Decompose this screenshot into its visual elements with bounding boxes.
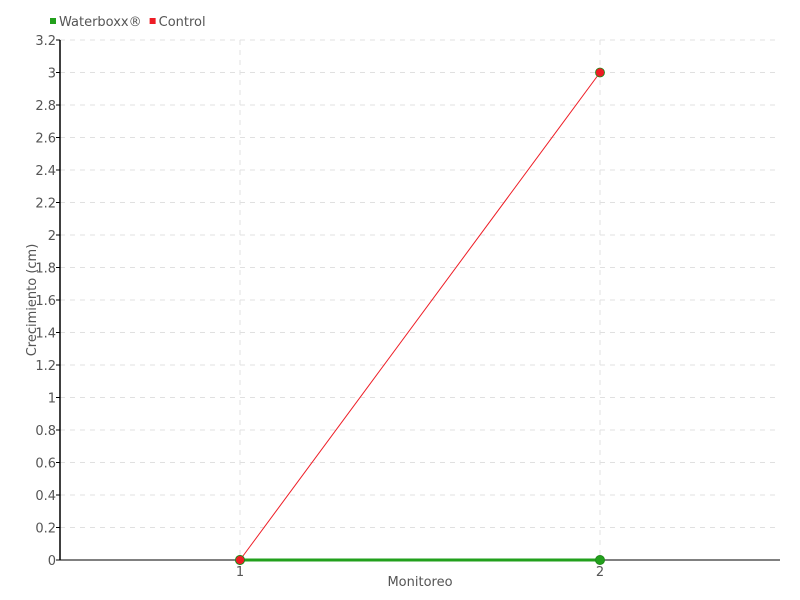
data-point	[235, 555, 245, 565]
legend-label: Control	[159, 15, 206, 30]
y-tick-label: 2.6	[35, 132, 56, 147]
x-axis-label: Monitoreo	[387, 575, 452, 590]
data-point	[595, 67, 605, 78]
y-tick-label: 2.4	[35, 164, 56, 179]
x-tick-label: 1	[236, 565, 244, 580]
y-tick-label: 0.6	[35, 457, 56, 472]
y-tick-label: 0.4	[35, 489, 56, 504]
y-tick-label: 1.4	[35, 327, 56, 342]
data-point	[595, 555, 605, 565]
y-tick-label: 1.6	[35, 294, 56, 309]
y-tick-label: 3.2	[35, 34, 56, 49]
y-tick-label: 2	[48, 229, 56, 244]
axes: 0 0.2 0.4 0.6 0.8 1 1.2 1.4 1.6 1.8 2 2.2 2.4 2.6 2.8 3…	[35, 34, 780, 580]
y-tick-label: 0.8	[35, 424, 56, 439]
series-layer	[235, 67, 605, 565]
legend-swatch	[50, 18, 56, 24]
series-line-control	[239, 72, 601, 561]
y-tick-label: 2.8	[35, 99, 56, 114]
x-tick-label: 2	[596, 565, 604, 580]
y-tick-label: 1.8	[35, 262, 56, 277]
legend-swatch	[149, 18, 156, 24]
y-tick-label: 1.2	[35, 359, 56, 374]
y-tick-label: 0	[48, 554, 56, 569]
grid	[60, 39, 780, 561]
legend: Waterboxx® Control	[50, 15, 206, 30]
y-tick-label: 1	[48, 392, 56, 407]
y-axis-label: Crecimiento (cm)	[25, 244, 40, 357]
y-tick-label: 2.2	[35, 197, 56, 212]
y-tick-label: 3	[48, 67, 56, 82]
legend-label: Waterboxx®	[59, 15, 142, 30]
y-tick-label: 0.2	[35, 522, 56, 537]
